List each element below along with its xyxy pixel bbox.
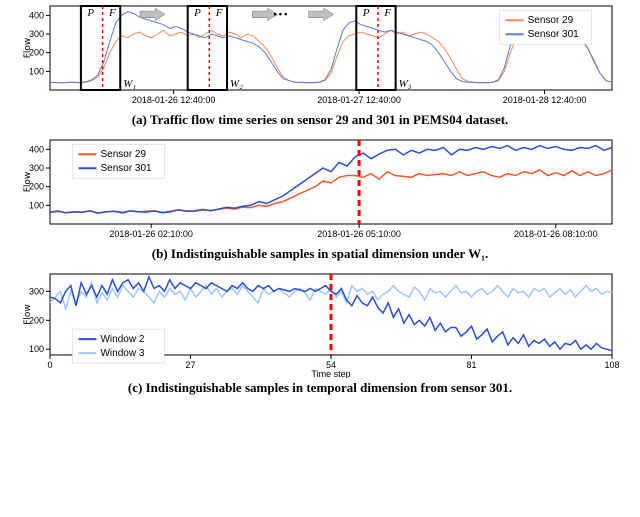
svg-text:W₁: W₁ — [123, 78, 136, 90]
svg-text:Sensor 301: Sensor 301 — [100, 163, 152, 174]
panel-a: 100200300400Flow2018-01-26 12:40:002018-… — [0, 0, 640, 134]
svg-text:Sensor 29: Sensor 29 — [100, 149, 146, 160]
panel-b-caption: (b) Indistinguishable samples in spatial… — [0, 244, 640, 268]
svg-text:108: 108 — [604, 360, 619, 370]
svg-text:Flow: Flow — [23, 304, 33, 325]
panel-b-plot: 100200300400Flow2018-01-26 02:10:002018-… — [20, 134, 620, 244]
svg-text:Window 3: Window 3 — [100, 348, 144, 359]
svg-text:2018-01-26 12:40:00: 2018-01-26 12:40:00 — [132, 95, 216, 105]
svg-text:2018-01-26 08:10:00: 2018-01-26 08:10:00 — [514, 229, 598, 239]
svg-text:27: 27 — [185, 360, 195, 370]
svg-text:100: 100 — [29, 66, 44, 76]
svg-text:Sensor 301: Sensor 301 — [528, 29, 580, 40]
svg-text:P: P — [362, 7, 370, 19]
svg-text:300: 300 — [29, 163, 44, 173]
svg-text:F: F — [108, 7, 116, 19]
panel-c: 100200300Flow0275481108Time stepWindow 2… — [0, 268, 640, 402]
svg-text:···: ··· — [272, 6, 288, 23]
svg-text:81: 81 — [466, 360, 476, 370]
panel-c-plot: 100200300Flow0275481108Time stepWindow 2… — [20, 268, 620, 378]
svg-text:100: 100 — [29, 344, 44, 354]
svg-text:P: P — [193, 7, 201, 19]
svg-text:2018-01-27 12:40:00: 2018-01-27 12:40:00 — [317, 95, 401, 105]
svg-text:Flow: Flow — [23, 172, 33, 193]
panel-c-caption: (c) Indistinguishable samples in tempora… — [0, 378, 640, 402]
svg-text:100: 100 — [29, 200, 44, 210]
svg-text:300: 300 — [29, 286, 44, 296]
svg-text:W₂: W₂ — [230, 78, 243, 90]
svg-text:Time step: Time step — [311, 369, 350, 378]
svg-text:W₃: W₃ — [399, 78, 412, 90]
panel-b: 100200300400Flow2018-01-26 02:10:002018-… — [0, 134, 640, 268]
figure-root: 100200300400Flow2018-01-26 12:40:002018-… — [0, 0, 640, 517]
svg-text:F: F — [383, 7, 391, 19]
svg-text:2018-01-26 02:10:00: 2018-01-26 02:10:00 — [109, 229, 193, 239]
svg-text:Sensor 29: Sensor 29 — [528, 15, 574, 26]
svg-text:Flow: Flow — [23, 38, 33, 59]
svg-text:F: F — [215, 7, 223, 19]
svg-text:2018-01-26 05:10:00: 2018-01-26 05:10:00 — [317, 229, 401, 239]
panel-a-caption: (a) Traffic flow time series on sensor 2… — [0, 110, 640, 134]
svg-text:300: 300 — [29, 29, 44, 39]
svg-text:Window 2: Window 2 — [100, 334, 144, 345]
svg-text:2018-01-28 12:40:00: 2018-01-28 12:40:00 — [503, 95, 587, 105]
panel-a-plot: 100200300400Flow2018-01-26 12:40:002018-… — [20, 0, 620, 110]
svg-text:P: P — [86, 7, 94, 19]
svg-text:400: 400 — [29, 144, 44, 154]
svg-text:0: 0 — [47, 360, 52, 370]
svg-text:400: 400 — [29, 10, 44, 20]
